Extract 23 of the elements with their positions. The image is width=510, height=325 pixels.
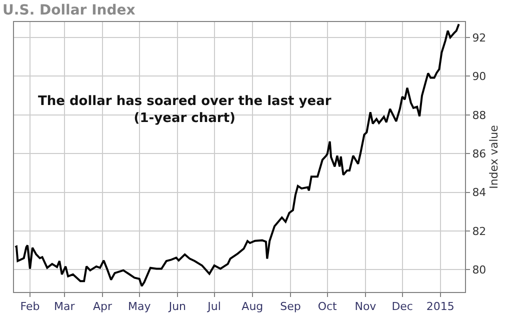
y-tick-label: 88 — [472, 108, 486, 122]
line-series — [14, 23, 460, 287]
y-tick-label: 90 — [472, 70, 486, 84]
x-tick-label: Mar — [54, 300, 76, 314]
x-tick-label: Feb — [20, 300, 40, 314]
x-tick-label: May — [128, 300, 152, 314]
x-tick-label: Nov — [354, 300, 377, 314]
chart-title: U.S. Dollar Index — [2, 2, 136, 19]
x-tick-label: Aug — [242, 300, 264, 314]
x-tick-label: Jun — [168, 300, 186, 314]
x-tick-label: Oct — [318, 300, 338, 314]
y-tick-label: 80 — [472, 264, 486, 277]
x-tick-label: Sep — [280, 300, 301, 314]
x-tick-label: Jul — [206, 300, 221, 314]
x-tick-label: Apr — [92, 300, 112, 314]
y-tick-label: 86 — [472, 147, 486, 160]
y-tick-label: 82 — [472, 224, 486, 238]
annotation: The dollar has soared over the last year (1-year chart) — [38, 94, 332, 126]
y-tick-label: 92 — [472, 31, 486, 44]
y-tick-label: 84 — [472, 186, 486, 200]
y-axis-title: Index value — [487, 124, 500, 189]
x-tick-label: Dec — [392, 300, 413, 314]
x-tick-label: 2015 — [426, 300, 454, 314]
